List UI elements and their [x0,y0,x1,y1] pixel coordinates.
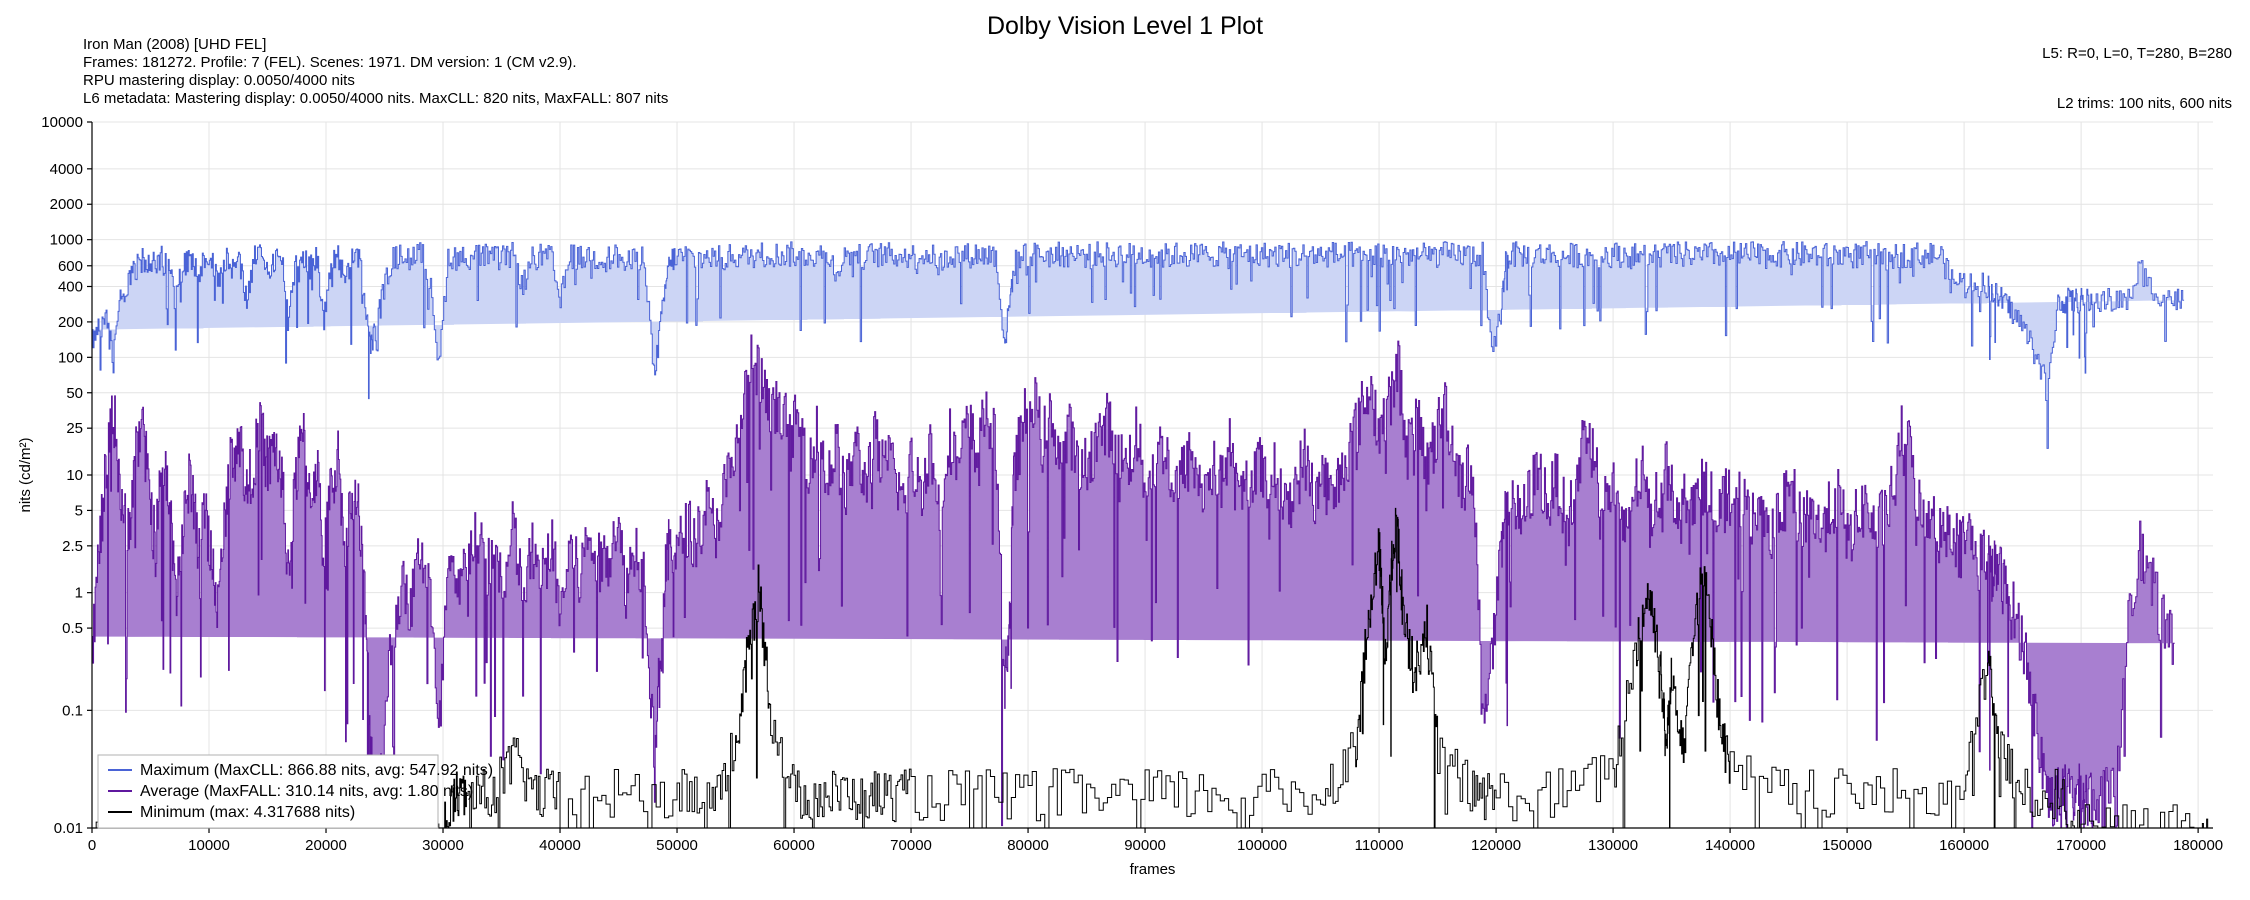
meta-line-frames: Frames: 181272. Profile: 7 (FEL). Scenes… [83,54,577,71]
page-title: Dolby Vision Level 1 Plot [986,12,1264,40]
y-tick-label: 200 [58,314,83,331]
l2-trims-label: L2 trims: 100 nits, 600 nits [2056,95,2232,112]
x-tick-label: 160000 [1939,837,1989,854]
y-tick-label: 1 [75,585,83,602]
x-tick-label: 70000 [890,837,932,854]
x-tick-label: 90000 [1124,837,1166,854]
x-tick-label: 30000 [422,837,464,854]
x-tick-label: 110000 [1355,837,1404,854]
y-tick-label: 10000 [41,114,83,131]
legend-label: Maximum (MaxCLL: 866.88 nits, avg: 547.9… [140,762,493,779]
x-tick-label: 80000 [1007,837,1049,854]
y-tick-label: 0.5 [62,620,83,637]
x-tick-label: 170000 [2056,837,2106,854]
x-axis-title: frames [1130,861,1176,878]
x-tick-label: 100000 [1237,837,1287,854]
meta-line-l6: L6 metadata: Mastering display: 0.0050/4… [83,90,669,107]
legend-label: Average (MaxFALL: 310.14 nits, avg: 1.80… [140,783,473,800]
y-tick-label: 100 [58,349,83,366]
x-tick-label: 130000 [1588,837,1638,854]
y-tick-label: 0.1 [62,702,83,719]
x-tick-label: 150000 [1822,837,1872,854]
x-tick-label: 140000 [1705,837,1755,854]
series-layer [92,241,2213,829]
x-tick-label: 0 [88,837,96,854]
y-tick-label: 50 [66,385,83,402]
y-axis-title: nits (cd/m²) [17,437,34,512]
x-tick-label: 120000 [1471,837,1521,854]
y-tick-label: 2.5 [62,538,83,555]
x-tick-label: 180000 [2173,837,2223,854]
l5-metadata-label: L5: R=0, L=0, T=280, B=280 [2042,45,2232,62]
y-tick-label: 1000 [50,232,83,249]
y-tick-label: 0.01 [54,820,83,837]
x-tick-label: 50000 [656,837,698,854]
meta-line-rpu: RPU mastering display: 0.0050/4000 nits [83,72,355,89]
x-tick-label: 20000 [305,837,347,854]
y-tick-label: 4000 [50,161,83,178]
metadata-left-block: Iron Man (2008) [UHD FEL] Frames: 181272… [83,36,668,108]
y-tick-label: 10 [66,467,83,484]
legend-box[interactable] [97,754,439,829]
chart-legend[interactable]: Maximum (MaxCLL: 866.88 nits, avg: 547.9… [97,754,493,829]
x-tick-label: 10000 [188,837,230,854]
y-tick-label: 2000 [50,196,83,213]
legend-label: Minimum (max: 4.317688 nits) [140,804,355,821]
x-tick-label: 40000 [539,837,581,854]
x-tick-label: 60000 [773,837,815,854]
y-tick-label: 5 [75,502,83,519]
meta-line-title: Iron Man (2008) [UHD FEL] [83,36,267,53]
axis-layer [87,121,2213,833]
y-tick-label: 400 [58,278,83,295]
tick-labels-layer: 0.01 0.1 0.5 1 2.5 5 10 25 50 100 200 400 600 1000 200… [17,114,2223,878]
y-tick-label: 25 [66,420,83,437]
y-tick-label: 600 [58,258,83,275]
